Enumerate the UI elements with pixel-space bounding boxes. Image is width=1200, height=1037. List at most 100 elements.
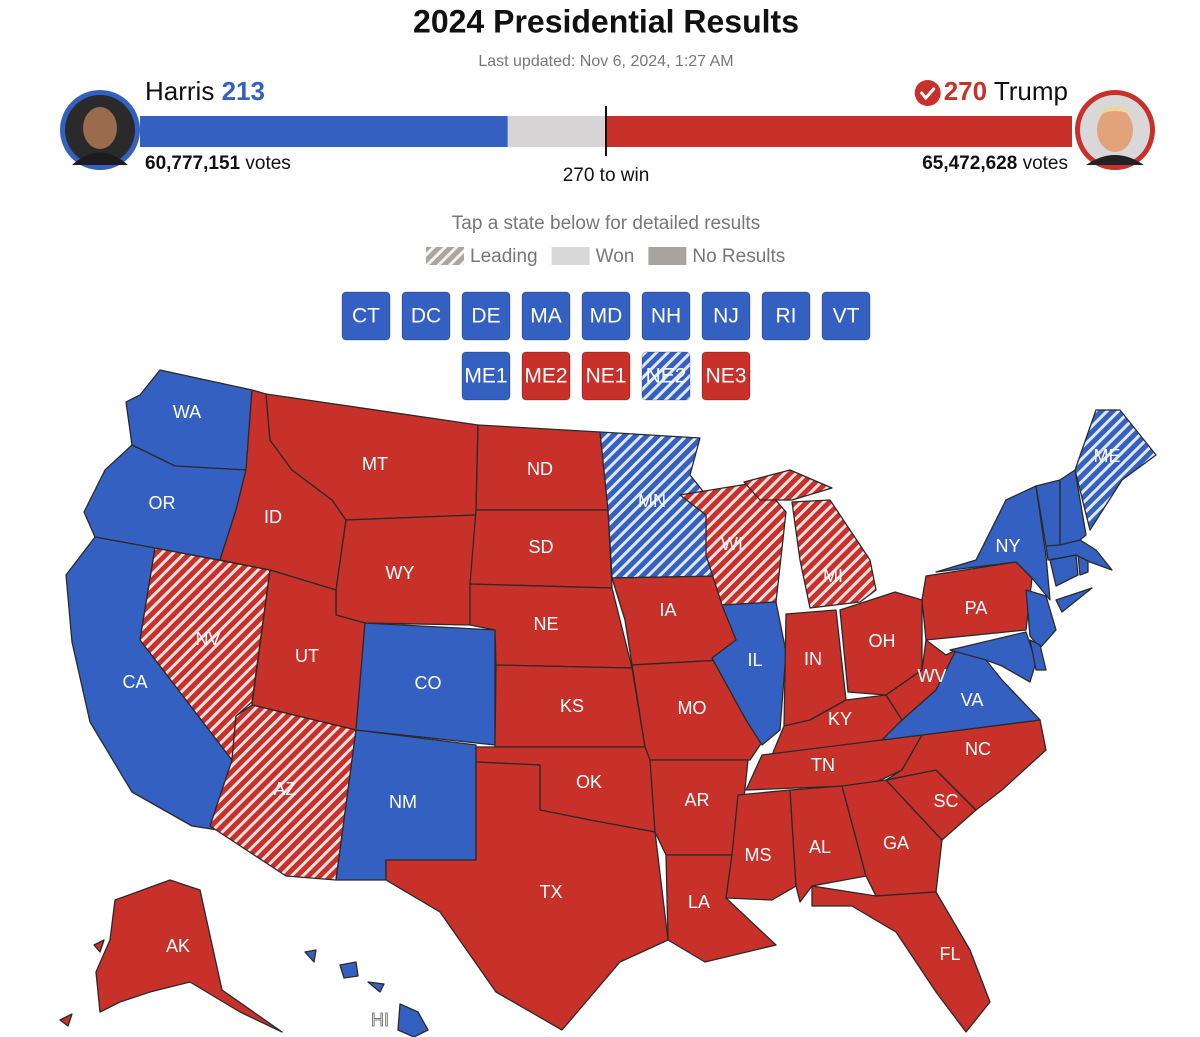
state-label[interactable]: FL	[939, 944, 960, 964]
state-label[interactable]: WA	[173, 402, 201, 422]
state-shape[interactable]	[935, 485, 1051, 601]
state-label[interactable]: ME	[1094, 446, 1121, 466]
state-label[interactable]: AZ	[273, 779, 296, 799]
state-shape[interactable]	[743, 469, 833, 501]
state-label[interactable]: CO	[415, 673, 442, 693]
state-button[interactable]	[521, 291, 571, 341]
state-shape[interactable]	[385, 761, 669, 1031]
state-button[interactable]	[641, 291, 691, 341]
state-label[interactable]: OH	[869, 631, 896, 651]
state-label[interactable]: GA	[883, 833, 909, 853]
state-shape[interactable]	[711, 601, 787, 746]
state-label[interactable]: HI	[371, 1009, 390, 1030]
state-button[interactable]	[821, 291, 871, 341]
state-label[interactable]: MT	[362, 454, 388, 474]
state-button-label[interactable]: MA	[530, 305, 562, 328]
state-label[interactable]: AL	[809, 837, 831, 857]
state-label[interactable]: IN	[804, 649, 822, 669]
state-shape[interactable]	[1049, 554, 1079, 587]
state-shape[interactable]	[1029, 639, 1047, 671]
state-button[interactable]	[461, 351, 511, 401]
state-shape[interactable]	[339, 961, 359, 979]
state-shape[interactable]	[1055, 587, 1093, 613]
state-label[interactable]: MO	[678, 698, 707, 718]
state-shape[interactable]	[367, 981, 385, 993]
state-label[interactable]: KY	[828, 709, 852, 729]
state-label[interactable]: ID	[264, 507, 282, 527]
state-button[interactable]	[581, 351, 631, 401]
electoral-bar	[140, 106, 1072, 156]
state-shape[interactable]	[811, 885, 991, 1033]
state-button-label[interactable]: MD	[590, 305, 623, 328]
state-label[interactable]: NV	[195, 629, 220, 649]
legend-swatch	[426, 247, 464, 265]
trump-votes: 65,472,628 votes	[922, 153, 1068, 174]
state-label[interactable]: KS	[560, 696, 584, 716]
state-label[interactable]: IA	[659, 600, 676, 620]
state-label[interactable]: WI	[721, 534, 743, 554]
state-label[interactable]: SD	[528, 537, 553, 557]
state-button-label[interactable]: NH	[651, 305, 681, 328]
state-button-label[interactable]: NE3	[706, 365, 747, 388]
state-button[interactable]	[701, 351, 751, 401]
state-shape[interactable]	[95, 879, 283, 1033]
state-label[interactable]: TX	[539, 882, 562, 902]
state-label[interactable]: OK	[576, 772, 602, 792]
state-label[interactable]: OR	[149, 493, 176, 513]
state-button-label[interactable]: ME1	[464, 365, 507, 388]
state-label[interactable]: NM	[389, 792, 417, 812]
state-button-label[interactable]: ME2	[524, 365, 567, 388]
state-label[interactable]: TN	[811, 755, 835, 775]
state-button[interactable]	[641, 351, 691, 401]
popular-votes: 65,472,628	[922, 153, 1017, 174]
state-label[interactable]: CA	[122, 672, 147, 692]
state-label[interactable]: MN	[638, 491, 666, 511]
electoral-bar-segment	[606, 116, 1072, 147]
title: 2024 Presidential Results	[413, 3, 799, 39]
state-label[interactable]: WY	[386, 563, 415, 583]
state-label[interactable]: MI	[823, 566, 843, 586]
state-label[interactable]: AR	[684, 790, 709, 810]
state-label[interactable]: WV	[918, 666, 947, 686]
state-button-label[interactable]: CT	[352, 305, 380, 328]
state-shape[interactable]	[791, 499, 877, 609]
popular-votes: 60,777,151	[145, 153, 241, 174]
state-shape[interactable]	[93, 939, 105, 953]
state-shape[interactable]	[1045, 539, 1113, 571]
state-shape[interactable]	[304, 949, 317, 963]
state-label[interactable]: PA	[965, 598, 988, 618]
state-button[interactable]	[461, 291, 511, 341]
legend-label: Leading	[470, 246, 538, 267]
state-shape[interactable]	[397, 1003, 429, 1037]
state-label[interactable]: AK	[166, 936, 190, 956]
state-button-label[interactable]: VT	[833, 305, 860, 328]
state-button[interactable]	[341, 291, 391, 341]
state-label[interactable]: VA	[961, 690, 984, 710]
state-button[interactable]	[761, 291, 811, 341]
state-shape[interactable]	[1059, 469, 1087, 546]
state-label[interactable]: NY	[995, 536, 1020, 556]
state-shape[interactable]	[59, 1013, 73, 1027]
state-label[interactable]: MS	[745, 845, 772, 865]
state-button-label[interactable]: NJ	[713, 305, 739, 328]
state-button[interactable]	[701, 291, 751, 341]
state-button-label[interactable]: DE	[471, 305, 500, 328]
state-button-label[interactable]: RI	[776, 305, 797, 328]
state-label[interactable]: SC	[933, 791, 958, 811]
state-button-label[interactable]: NE2	[646, 365, 687, 388]
state-shape[interactable]	[1074, 409, 1157, 531]
state-label[interactable]: UT	[295, 646, 319, 666]
state-button[interactable]	[401, 291, 451, 341]
state-label[interactable]: LA	[688, 892, 710, 912]
state-label[interactable]: IL	[747, 650, 762, 670]
state-label[interactable]: ND	[527, 459, 553, 479]
state-shape[interactable]	[885, 639, 957, 721]
state-label[interactable]: NE	[533, 614, 558, 634]
state-button-label[interactable]: DC	[411, 305, 441, 328]
state-button[interactable]	[581, 291, 631, 341]
state-shape[interactable]	[949, 631, 1037, 683]
state-label[interactable]: NC	[965, 739, 991, 759]
state-shape[interactable]	[1025, 589, 1057, 649]
state-button[interactable]	[521, 351, 571, 401]
state-button-label[interactable]: NE1	[586, 365, 627, 388]
